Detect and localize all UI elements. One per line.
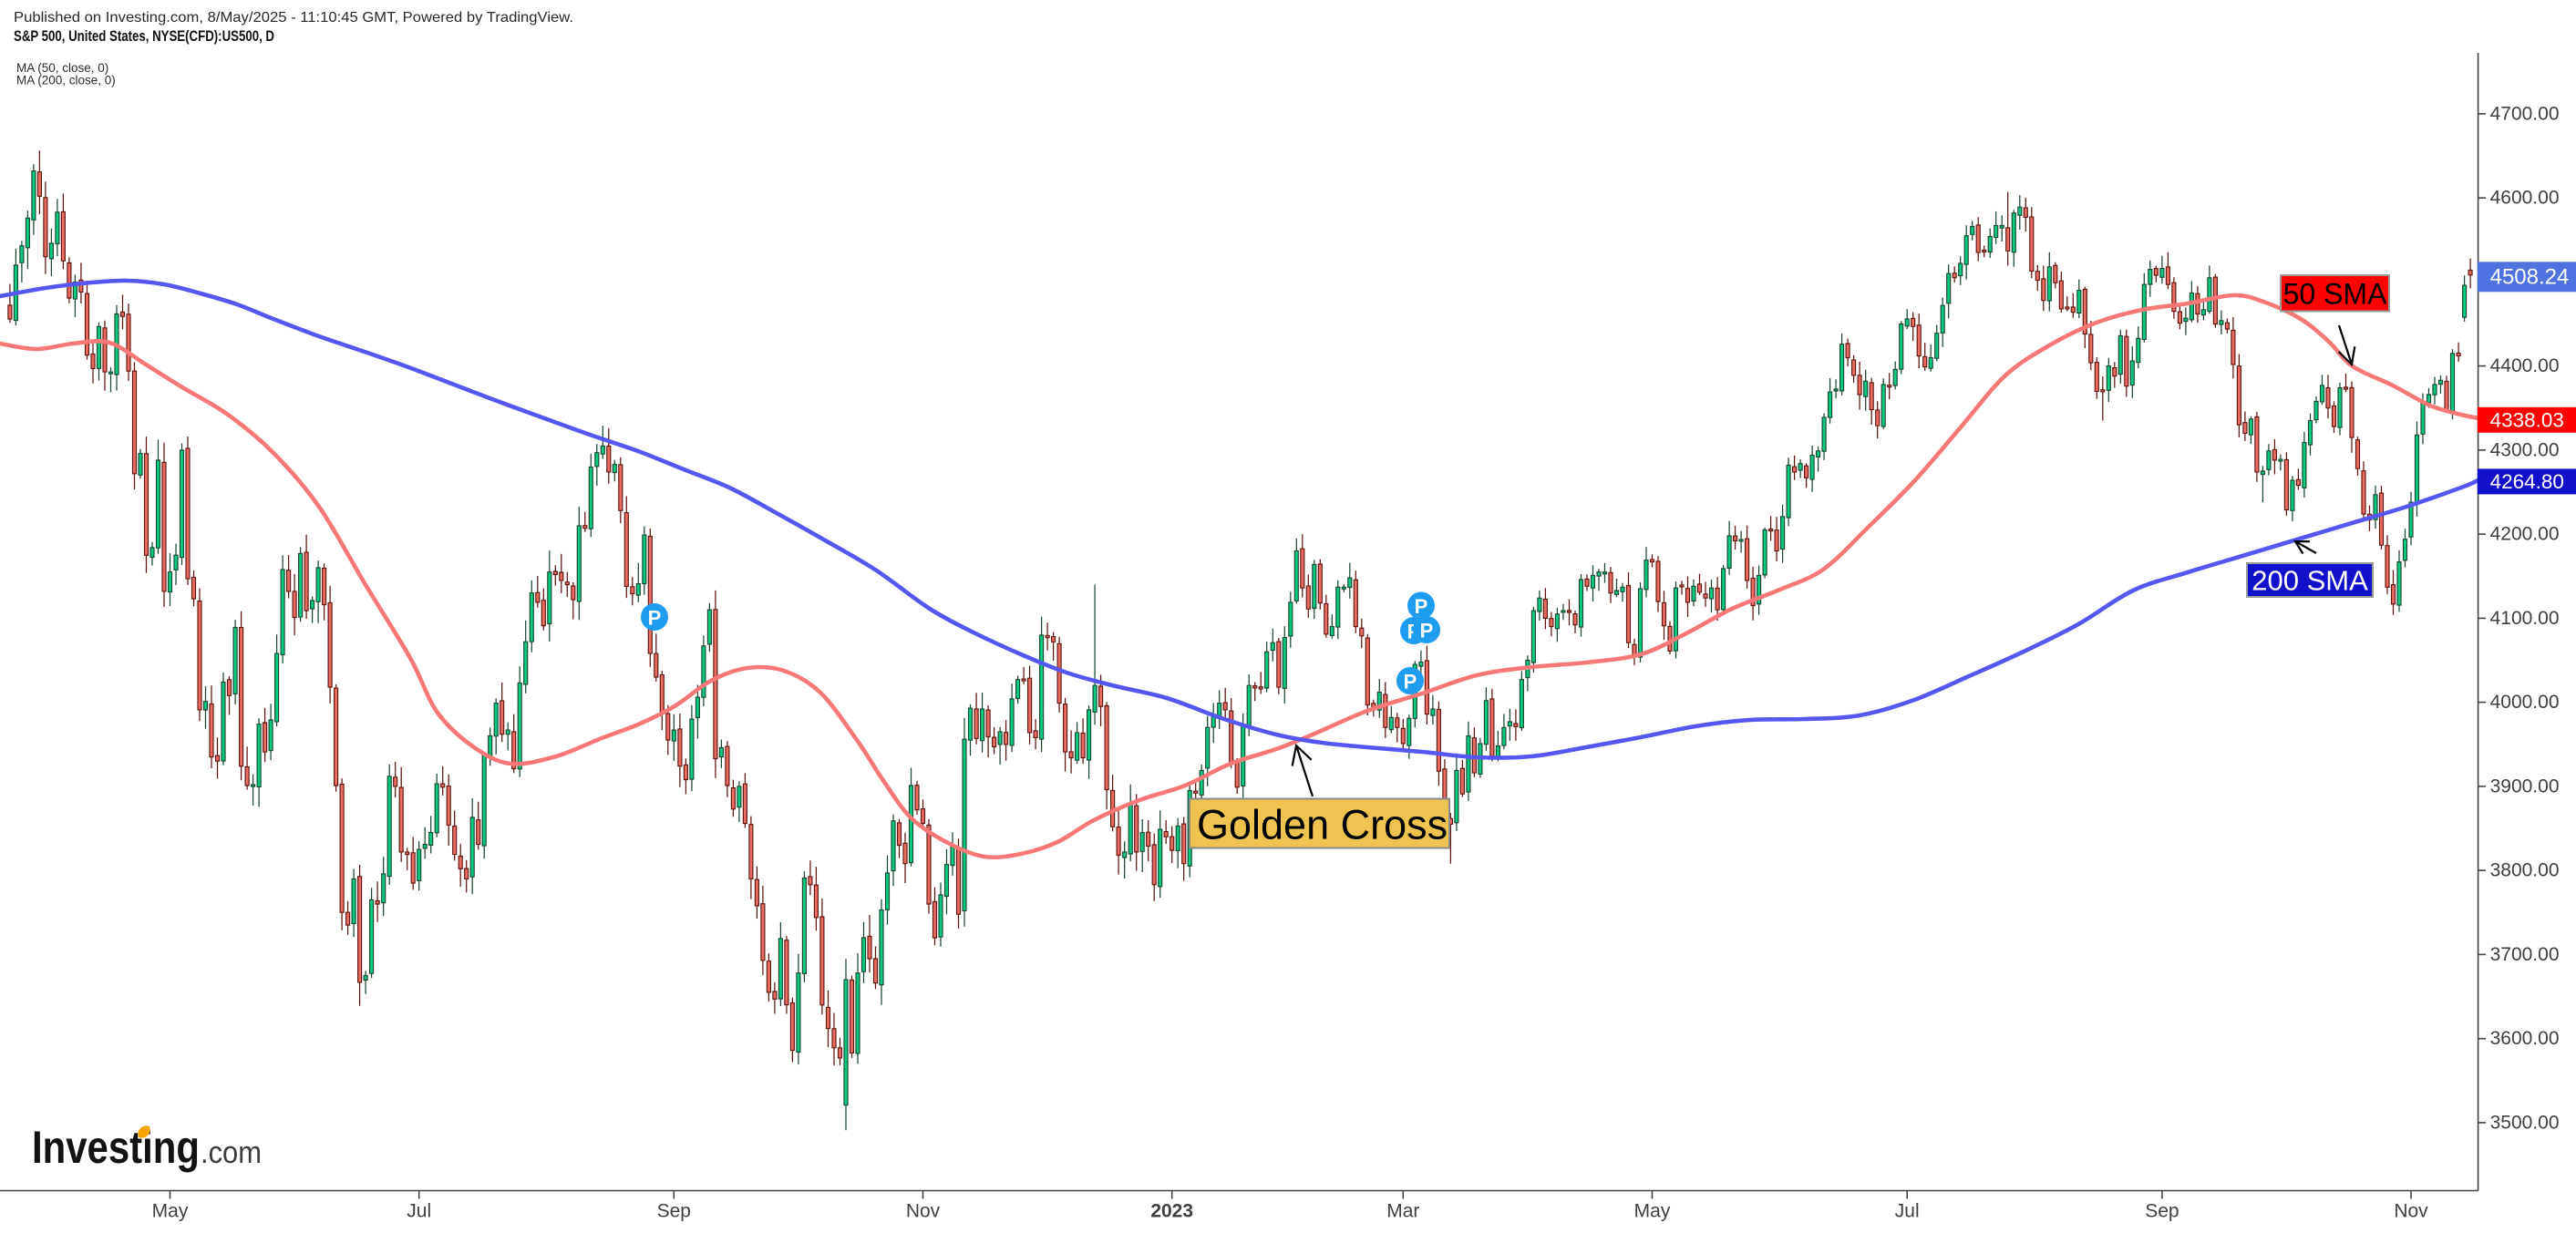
svg-text:4000.00: 4000.00 <box>2490 692 2560 713</box>
svg-text:4508.24: 4508.24 <box>2490 264 2570 289</box>
svg-text:Nov: Nov <box>906 1201 941 1222</box>
svg-text:200 SMA: 200 SMA <box>2251 565 2368 597</box>
svg-text:3600.00: 3600.00 <box>2490 1028 2560 1049</box>
svg-text:4600.00: 4600.00 <box>2490 188 2560 209</box>
svg-text:Published on Investing.com, 8/: Published on Investing.com, 8/May/2025 -… <box>14 10 573 26</box>
svg-text:S&P 500, United States, NYSE(C: S&P 500, United States, NYSE(CFD):US500,… <box>14 28 274 45</box>
svg-text:4400.00: 4400.00 <box>2490 355 2560 376</box>
svg-text:May: May <box>1634 1201 1671 1222</box>
svg-text:4300.00: 4300.00 <box>2490 439 2560 460</box>
svg-text:3500.00: 3500.00 <box>2490 1112 2560 1133</box>
svg-text:MA (200, close, 0): MA (200, close, 0) <box>16 74 116 87</box>
svg-text:3800.00: 3800.00 <box>2490 860 2560 881</box>
svg-text:Investing: Investing <box>32 1122 200 1173</box>
svg-text:Jul: Jul <box>407 1201 431 1222</box>
svg-text:Golden Cross: Golden Cross <box>1197 802 1448 848</box>
svg-text:P: P <box>1404 671 1417 694</box>
svg-text:May: May <box>152 1201 189 1222</box>
svg-text:Sep: Sep <box>657 1201 691 1222</box>
svg-text:4100.00: 4100.00 <box>2490 608 2560 629</box>
svg-text:4264.80: 4264.80 <box>2490 470 2564 493</box>
svg-text:Sep: Sep <box>2145 1201 2179 1222</box>
svg-text:Mar: Mar <box>1386 1201 1419 1222</box>
svg-text:3900.00: 3900.00 <box>2490 776 2560 796</box>
svg-text:P: P <box>648 607 662 630</box>
svg-text:P: P <box>1415 595 1428 618</box>
svg-text:Nov: Nov <box>2394 1201 2428 1222</box>
svg-text:P: P <box>1420 620 1434 642</box>
svg-text:.com: .com <box>201 1135 262 1170</box>
svg-text:3700.00: 3700.00 <box>2490 944 2560 965</box>
svg-text:MA (50, close, 0): MA (50, close, 0) <box>16 61 108 75</box>
svg-text:4338.03: 4338.03 <box>2490 408 2564 431</box>
svg-text:2023: 2023 <box>1150 1201 1193 1222</box>
svg-text:Jul: Jul <box>1895 1201 1920 1222</box>
svg-text:4200.00: 4200.00 <box>2490 524 2560 545</box>
svg-text:50 SMA: 50 SMA <box>2283 278 2387 311</box>
svg-text:4700.00: 4700.00 <box>2490 103 2560 124</box>
